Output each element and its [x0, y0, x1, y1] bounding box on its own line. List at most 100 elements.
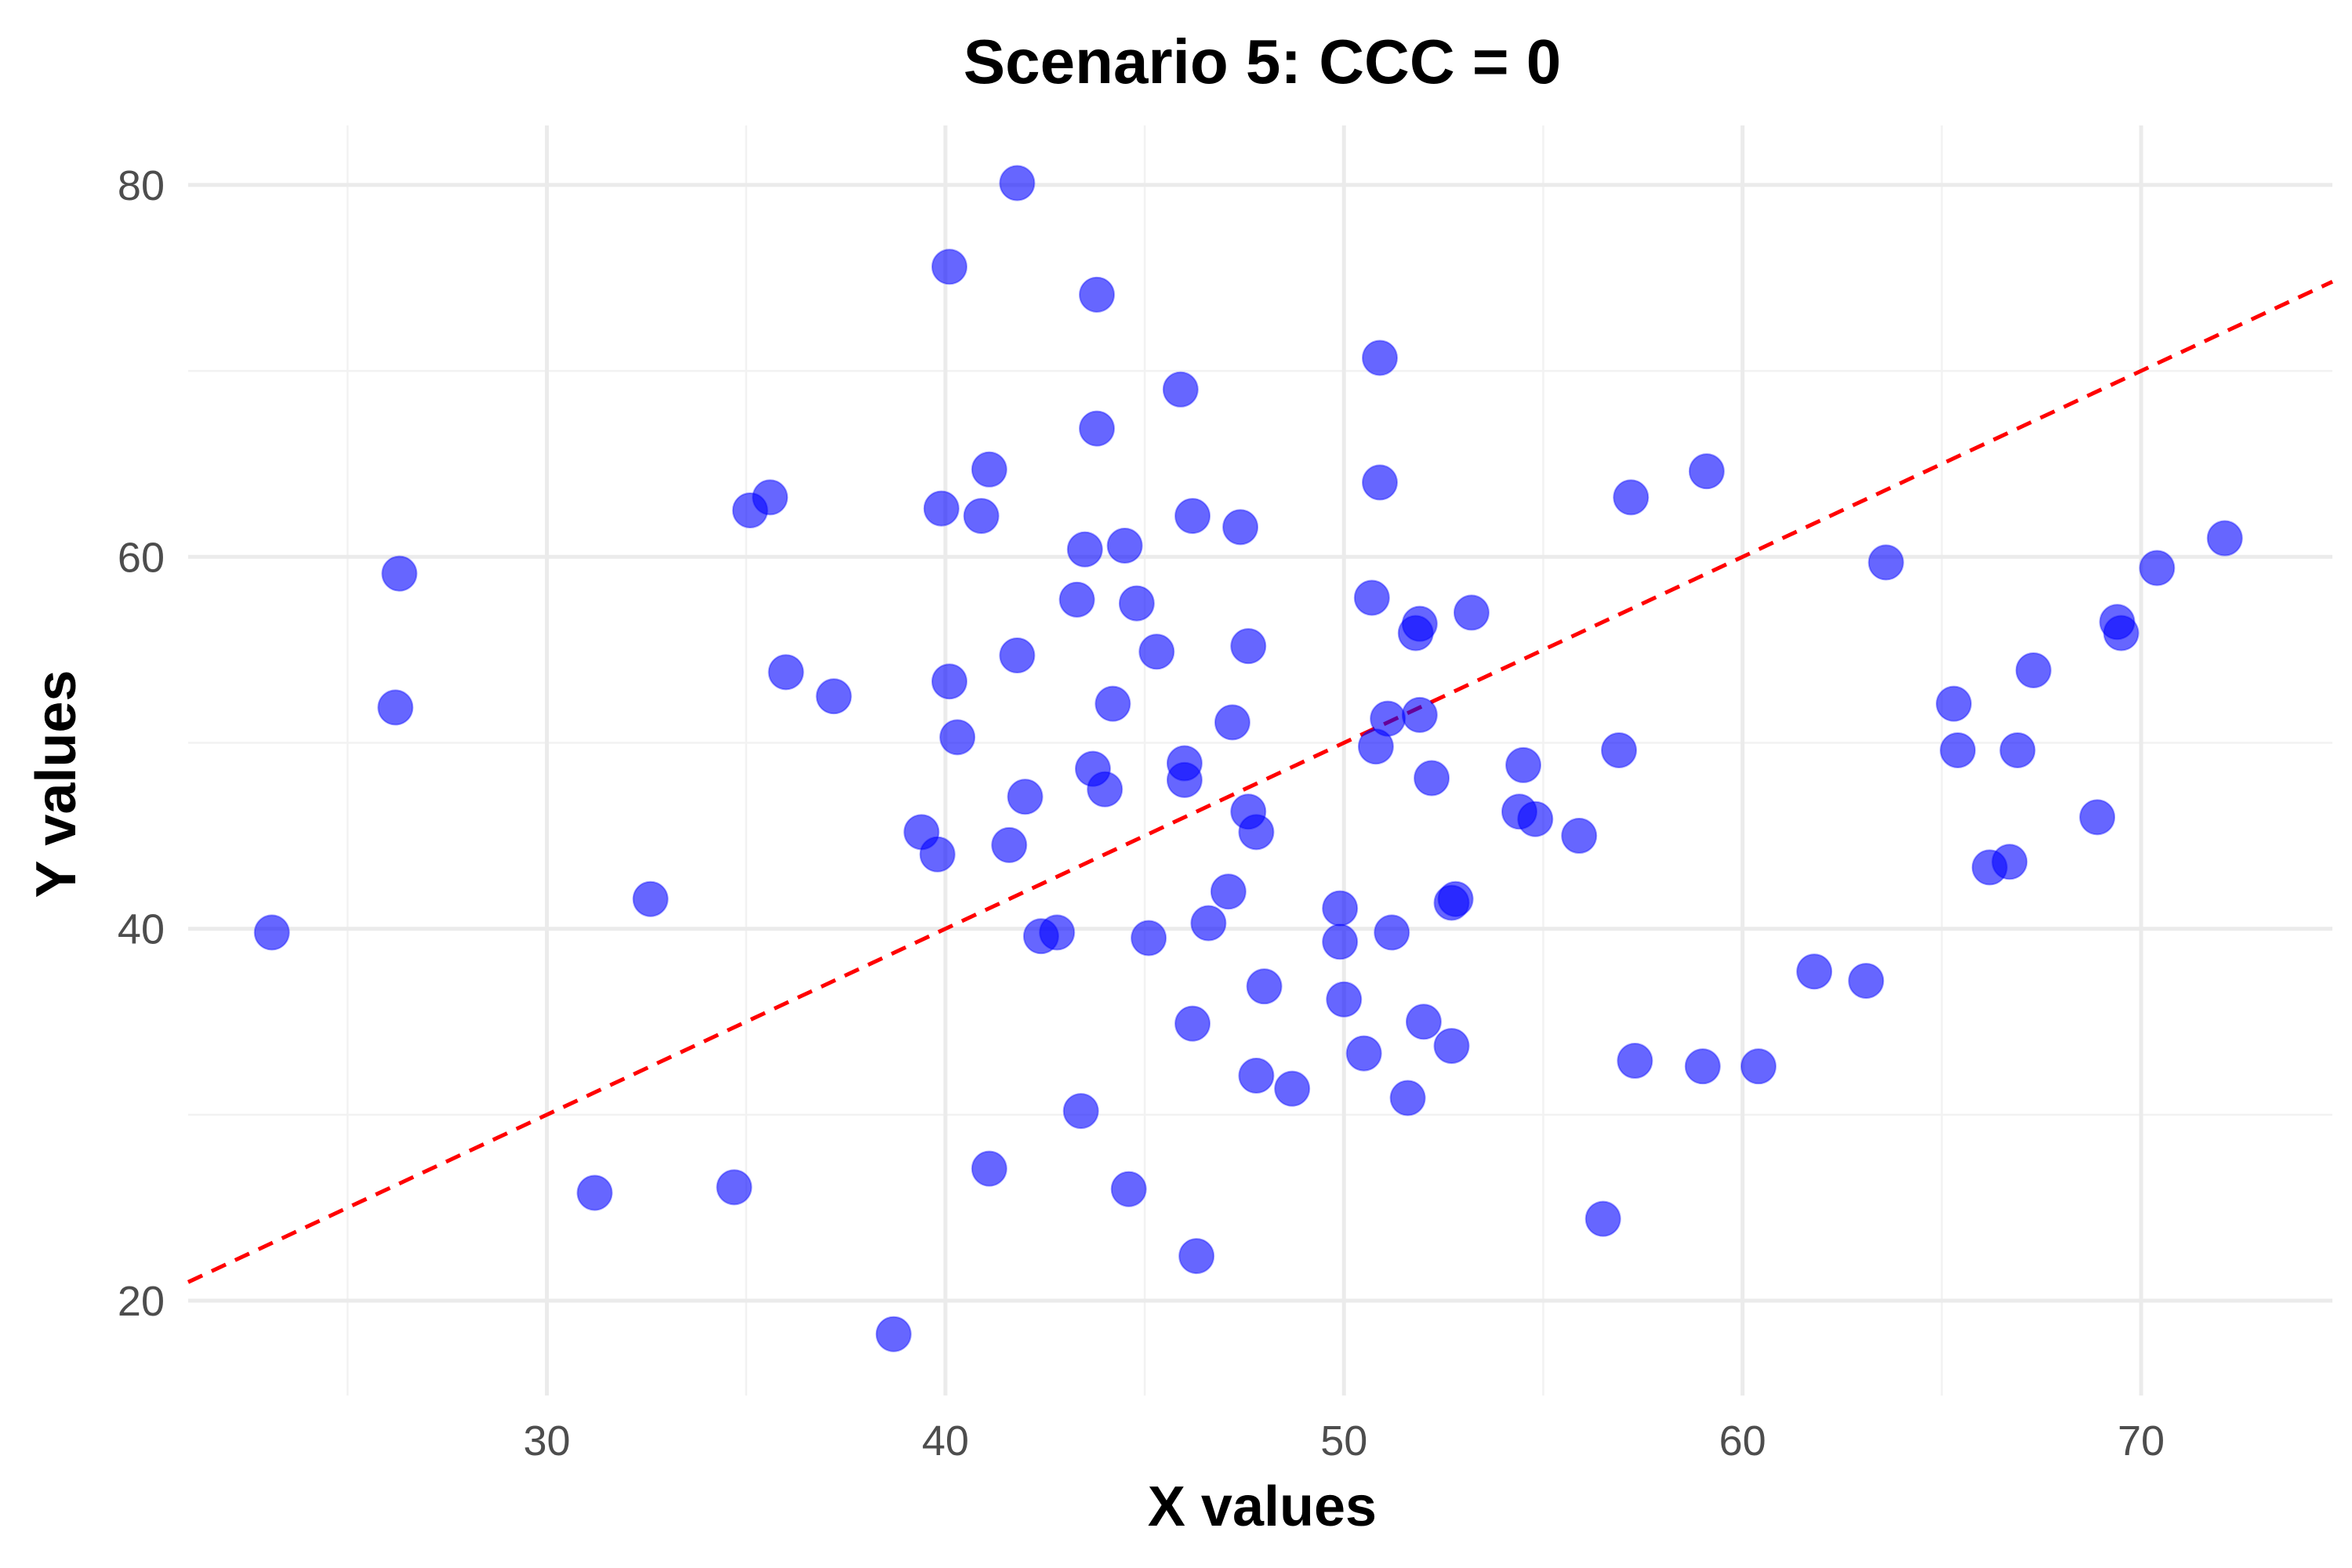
- data-point: [1246, 968, 1283, 1005]
- data-point: [1389, 1080, 1426, 1116]
- data-point: [1362, 464, 1399, 501]
- data-point: [2206, 520, 2243, 557]
- data-point: [1222, 509, 1259, 546]
- data-point: [1867, 544, 1904, 581]
- data-point: [939, 719, 976, 756]
- data-point: [1936, 685, 1973, 722]
- data-point: [1796, 953, 1833, 990]
- data-point: [1405, 1004, 1442, 1040]
- data-point: [999, 165, 1036, 201]
- y-axis-label: Y values: [25, 670, 88, 898]
- data-point: [1684, 1048, 1721, 1085]
- y-tick-label: 60: [118, 534, 165, 581]
- data-point: [1326, 981, 1363, 1018]
- data-point: [971, 1150, 1007, 1187]
- data-point: [1190, 905, 1227, 942]
- data-point: [1613, 479, 1650, 516]
- data-point: [1118, 585, 1155, 622]
- data-point: [2015, 652, 2052, 688]
- x-axis-label: X values: [1148, 1475, 1377, 1538]
- chart-title: Scenario 5: CCC = 0: [964, 27, 1562, 96]
- data-point: [1094, 685, 1131, 722]
- data-point: [1433, 1028, 1470, 1065]
- data-point: [919, 836, 956, 873]
- data-point: [377, 689, 414, 726]
- data-point: [1517, 800, 1554, 837]
- data-point: [1238, 814, 1275, 851]
- tick-labels: 30 40 50 60 70 20 40 60 80: [118, 162, 2165, 1465]
- data-point: [1505, 746, 1542, 783]
- data-point: [1178, 1238, 1215, 1275]
- data-point: [2079, 799, 2116, 836]
- data-point: [1848, 963, 1885, 1000]
- data-point: [1991, 844, 2028, 880]
- data-point: [768, 654, 804, 691]
- data-point: [1230, 628, 1267, 665]
- data-point: [1106, 528, 1143, 564]
- data-point: [1561, 818, 1598, 855]
- data-point: [2139, 550, 2176, 586]
- data-point: [1688, 453, 1725, 490]
- data-point: [1353, 579, 1390, 616]
- data-point: [1601, 731, 1638, 768]
- data-point: [1322, 924, 1359, 960]
- data-point: [1066, 531, 1103, 568]
- reference-line-y-equals-x: [187, 279, 2334, 1284]
- data-point: [1110, 1171, 1147, 1207]
- x-tick-label: 70: [2118, 1417, 2165, 1465]
- data-point: [632, 880, 669, 917]
- data-point: [1322, 890, 1359, 927]
- data-point: [1999, 731, 2036, 768]
- x-tick-label: 60: [1719, 1417, 1766, 1465]
- data-point: [716, 1169, 753, 1206]
- data-point: [815, 678, 852, 715]
- data-point: [931, 249, 967, 285]
- data-point: [1162, 371, 1199, 408]
- data-point: [931, 663, 967, 700]
- y-tick-label: 80: [118, 162, 165, 209]
- data-point: [1362, 339, 1399, 376]
- data-point: [1345, 1035, 1382, 1072]
- data-point: [1079, 410, 1116, 447]
- data-point: [923, 490, 960, 527]
- data-point: [1039, 914, 1076, 951]
- data-point: [1210, 873, 1247, 910]
- y-tick-label: 20: [118, 1278, 165, 1325]
- data-point: [1062, 1093, 1099, 1130]
- data-point: [1138, 633, 1175, 670]
- data-point: [1174, 1005, 1211, 1042]
- x-tick-label: 50: [1320, 1417, 1367, 1465]
- x-tick-label: 30: [523, 1417, 570, 1465]
- reference-line-layer: [187, 279, 2334, 1284]
- y-tick-label: 40: [118, 906, 165, 953]
- data-point: [1214, 704, 1250, 741]
- data-point: [381, 555, 418, 592]
- data-point: [971, 451, 1007, 488]
- data-point: [1370, 700, 1406, 737]
- data-point: [576, 1174, 613, 1211]
- data-point: [1274, 1070, 1311, 1107]
- data-point: [1584, 1200, 1621, 1237]
- x-tick-label: 40: [922, 1417, 969, 1465]
- data-point: [875, 1316, 912, 1352]
- data-point: [1007, 779, 1044, 815]
- data-point: [1166, 761, 1203, 798]
- data-point: [991, 826, 1028, 863]
- data-point: [1617, 1043, 1653, 1080]
- data-point: [752, 479, 789, 516]
- data-point: [253, 914, 290, 951]
- data-points: [253, 165, 2243, 1352]
- data-point: [1401, 605, 1438, 642]
- data-point: [1058, 581, 1095, 618]
- data-point: [1740, 1048, 1777, 1085]
- data-point: [999, 637, 1036, 673]
- data-point: [1401, 696, 1438, 733]
- data-point: [963, 498, 1000, 535]
- data-point: [1453, 594, 1490, 631]
- data-point: [2103, 615, 2140, 652]
- data-point: [1131, 920, 1167, 956]
- data-point: [1437, 880, 1474, 917]
- data-point: [1414, 760, 1450, 797]
- data-point: [1087, 771, 1123, 808]
